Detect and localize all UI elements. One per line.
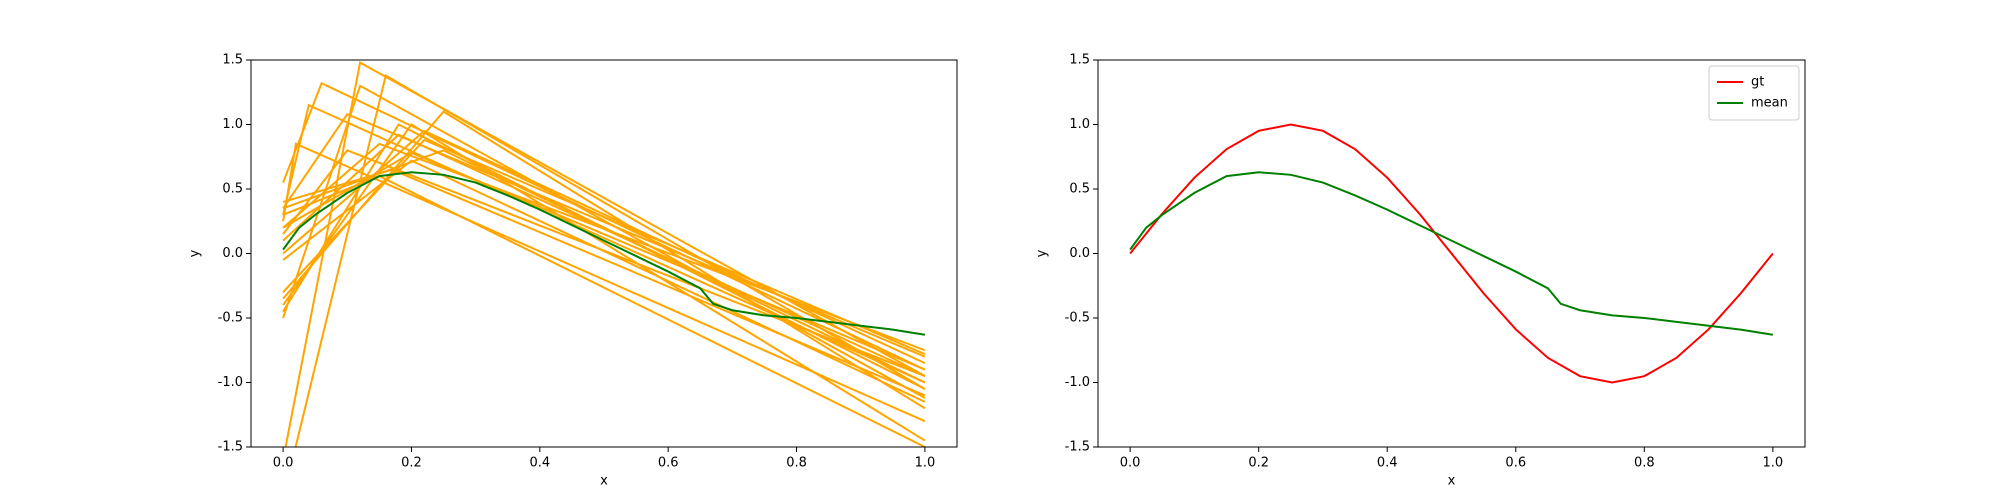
y-axis-label: y: [188, 249, 203, 257]
y-tick-label: -1.0: [218, 375, 243, 390]
data-line: [282, 149, 926, 377]
data-line: [282, 151, 926, 371]
data-line: [282, 142, 926, 352]
axes: 0.0 0.2 0.4 0.6 0.8 1.0 -1.5 -1.0 -0.5 0.0 0.5 1.0 1…: [1035, 53, 1806, 489]
plot-area: [1129, 123, 1774, 384]
y-tick-label: 1.5: [222, 53, 243, 68]
x-tick-label: 0.8: [786, 456, 807, 471]
x-tick-label: 0.4: [1377, 456, 1398, 471]
x-tick-label: 0.4: [529, 456, 550, 471]
data-line: [1129, 123, 1774, 384]
x-tick-label: 0.2: [401, 456, 422, 471]
legend: gt mean: [1708, 65, 1800, 121]
y-tick-label: 1.0: [1069, 117, 1090, 132]
x-tick-label: 1.0: [915, 456, 936, 471]
y-tick-label: 0.5: [1069, 182, 1090, 197]
y-tick-label: 0.0: [222, 246, 243, 261]
x-tick-label: 0.8: [1634, 456, 1655, 471]
data-line: [282, 103, 926, 384]
data-line: [282, 149, 926, 384]
x-tick-label: 0.2: [1248, 456, 1269, 471]
x-tick-label: 0.0: [273, 456, 294, 471]
y-tick-label: -1.5: [218, 440, 243, 455]
y-tick-label: 0.0: [1069, 246, 1090, 261]
axes-frame: [250, 59, 958, 448]
y-axis-label: y: [1035, 249, 1050, 257]
y-tick-label: 0.5: [222, 182, 243, 197]
data-line: [282, 142, 926, 423]
x-tick-label: 1.0: [1763, 456, 1784, 471]
x-axis-label: x: [1448, 474, 1456, 489]
data-line: [282, 81, 926, 371]
data-line: [282, 112, 926, 358]
x-tick-label: 0.0: [1120, 456, 1141, 471]
legend-box: [1708, 65, 1800, 121]
y-tick-label: 1.5: [1069, 53, 1090, 68]
x-tick-label: 0.6: [1505, 456, 1526, 471]
y-tick-label: 1.0: [222, 117, 243, 132]
x-tick-label: 0.6: [658, 456, 679, 471]
data-line: [282, 171, 926, 336]
y-tick-label: -0.5: [1065, 311, 1090, 326]
data-line: [1129, 171, 1774, 336]
data-line: [282, 123, 926, 390]
axes: 0.0 0.2 0.4 0.6 0.8 1.0 -1.5 -1.0 -0.5 0.0 0.5 1.0 1…: [188, 53, 958, 489]
plot-area: [282, 61, 926, 447]
data-line: [282, 129, 926, 365]
y-tick-label: -1.0: [1065, 375, 1090, 390]
y-tick-label: -0.5: [218, 311, 243, 326]
legend-label: gt: [1751, 75, 1764, 90]
data-line: [284, 61, 926, 447]
x-axis-label: x: [600, 474, 608, 489]
legend-label: mean: [1751, 96, 1788, 111]
y-tick-label: -1.5: [1065, 440, 1090, 455]
axes-frame: [1097, 59, 1806, 448]
data-line: [282, 138, 926, 356]
data-line: [282, 159, 926, 403]
